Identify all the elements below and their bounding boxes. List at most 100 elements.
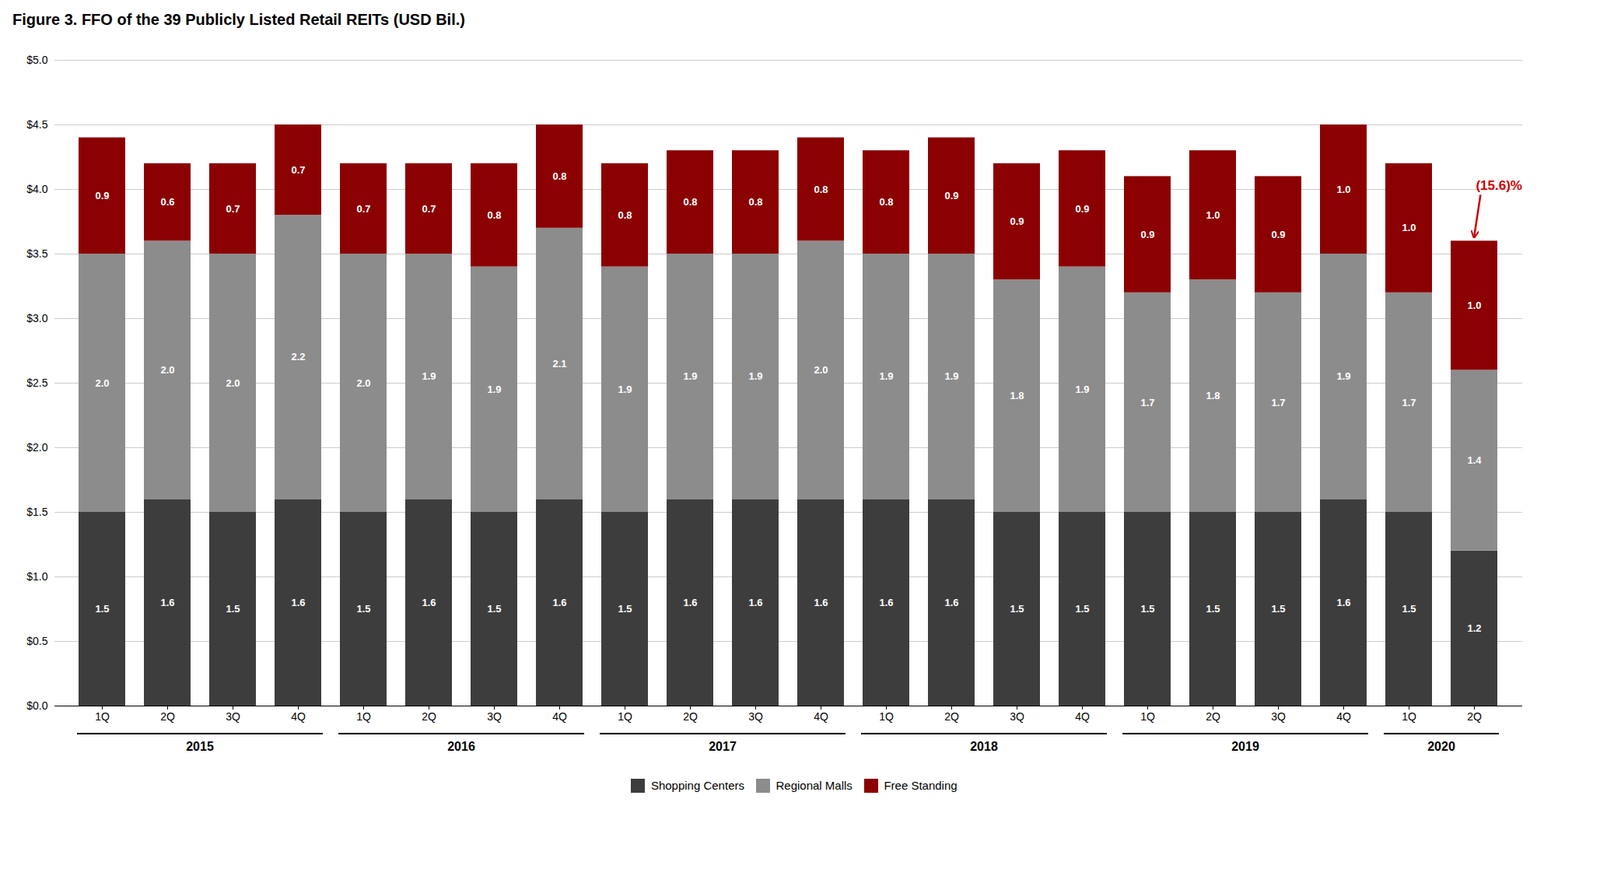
svg-text:1.6: 1.6 bbox=[160, 596, 175, 609]
svg-text:1.5: 1.5 bbox=[486, 602, 501, 615]
svg-text:0.7: 0.7 bbox=[356, 203, 371, 215]
svg-text:1.0: 1.0 bbox=[1401, 221, 1416, 234]
svg-text:1.5: 1.5 bbox=[94, 602, 109, 615]
svg-text:2.0: 2.0 bbox=[225, 377, 240, 389]
svg-text:0.9: 0.9 bbox=[1009, 215, 1024, 228]
svg-text:1Q: 1Q bbox=[94, 710, 110, 723]
svg-text:1.9: 1.9 bbox=[748, 370, 763, 382]
svg-text:$3.0: $3.0 bbox=[26, 311, 48, 325]
svg-text:$4.5: $4.5 bbox=[26, 118, 48, 131]
svg-text:0.8: 0.8 bbox=[682, 196, 697, 208]
svg-text:1.6: 1.6 bbox=[878, 596, 893, 609]
svg-text:1.6: 1.6 bbox=[421, 596, 436, 609]
svg-text:1.6: 1.6 bbox=[552, 596, 567, 609]
svg-text:$2.5: $2.5 bbox=[26, 376, 48, 389]
svg-text:0.8: 0.8 bbox=[748, 196, 763, 208]
svg-text:0.8: 0.8 bbox=[552, 170, 567, 183]
svg-text:1.4: 1.4 bbox=[1466, 454, 1482, 466]
svg-text:1.5: 1.5 bbox=[1074, 602, 1089, 615]
svg-text:1.0: 1.0 bbox=[1466, 299, 1481, 312]
svg-text:1.7: 1.7 bbox=[1140, 396, 1155, 409]
svg-text:1.9: 1.9 bbox=[682, 370, 697, 382]
svg-text:1Q: 1Q bbox=[617, 710, 633, 723]
svg-text:$0.5: $0.5 bbox=[26, 634, 48, 648]
svg-text:1.9: 1.9 bbox=[1074, 383, 1089, 396]
svg-text:4Q: 4Q bbox=[1074, 710, 1090, 723]
svg-text:1.9: 1.9 bbox=[486, 383, 501, 396]
svg-text:3Q: 3Q bbox=[748, 710, 764, 723]
svg-text:2.0: 2.0 bbox=[356, 377, 371, 389]
svg-text:0.9: 0.9 bbox=[94, 189, 109, 202]
svg-text:0.8: 0.8 bbox=[617, 209, 632, 221]
svg-text:1Q: 1Q bbox=[1401, 710, 1417, 723]
svg-text:4Q: 4Q bbox=[290, 710, 306, 723]
svg-text:2Q: 2Q bbox=[1205, 710, 1221, 723]
svg-text:$1.5: $1.5 bbox=[26, 505, 48, 519]
svg-text:2.0: 2.0 bbox=[813, 364, 828, 376]
svg-text:1.9: 1.9 bbox=[878, 370, 893, 382]
svg-text:2.0: 2.0 bbox=[160, 364, 175, 376]
svg-text:1.5: 1.5 bbox=[1270, 602, 1285, 615]
svg-text:2Q: 2Q bbox=[160, 710, 176, 723]
svg-text:1.5: 1.5 bbox=[1205, 602, 1220, 615]
svg-text:0.8: 0.8 bbox=[486, 209, 501, 221]
svg-text:1.0: 1.0 bbox=[1336, 183, 1351, 196]
svg-text:4Q: 4Q bbox=[552, 710, 568, 723]
svg-text:1.6: 1.6 bbox=[682, 596, 697, 609]
svg-text:0.9: 0.9 bbox=[1140, 228, 1155, 241]
svg-text:0.7: 0.7 bbox=[290, 164, 305, 176]
svg-text:2Q: 2Q bbox=[1466, 710, 1482, 723]
svg-text:0.9: 0.9 bbox=[1074, 203, 1089, 215]
svg-text:2015: 2015 bbox=[185, 739, 214, 753]
svg-text:$0.0: $0.0 bbox=[26, 699, 48, 712]
svg-text:1.9: 1.9 bbox=[944, 370, 959, 382]
svg-text:1.7: 1.7 bbox=[1270, 396, 1285, 409]
svg-text:0.8: 0.8 bbox=[878, 196, 893, 208]
svg-text:1.2: 1.2 bbox=[1466, 622, 1481, 634]
svg-text:1.9: 1.9 bbox=[421, 370, 436, 382]
svg-text:1.6: 1.6 bbox=[944, 596, 959, 609]
svg-text:2.2: 2.2 bbox=[290, 350, 305, 363]
svg-text:1.6: 1.6 bbox=[748, 596, 763, 609]
svg-text:1.6: 1.6 bbox=[1336, 596, 1351, 609]
svg-text:1.5: 1.5 bbox=[1009, 602, 1024, 615]
svg-text:0.7: 0.7 bbox=[225, 203, 240, 215]
svg-text:2Q: 2Q bbox=[944, 710, 960, 723]
svg-text:$2.0: $2.0 bbox=[26, 441, 48, 454]
svg-text:1.6: 1.6 bbox=[813, 596, 828, 609]
svg-text:1Q: 1Q bbox=[878, 710, 894, 723]
svg-text:1.8: 1.8 bbox=[1205, 389, 1220, 402]
svg-text:1.8: 1.8 bbox=[1009, 389, 1024, 402]
svg-text:1.5: 1.5 bbox=[225, 602, 240, 615]
svg-text:2020: 2020 bbox=[1427, 739, 1456, 753]
svg-text:4Q: 4Q bbox=[813, 710, 829, 723]
svg-text:2.1: 2.1 bbox=[552, 357, 567, 370]
svg-text:2Q: 2Q bbox=[421, 710, 437, 723]
svg-text:2017: 2017 bbox=[708, 739, 737, 753]
svg-text:4Q: 4Q bbox=[1336, 710, 1352, 723]
svg-text:2Q: 2Q bbox=[682, 710, 698, 723]
svg-text:1.7: 1.7 bbox=[1401, 396, 1416, 409]
svg-text:2.0: 2.0 bbox=[94, 377, 109, 389]
svg-text:2016: 2016 bbox=[447, 739, 476, 753]
svg-text:1.5: 1.5 bbox=[617, 602, 632, 615]
svg-text:0.7: 0.7 bbox=[421, 203, 436, 215]
svg-text:1.9: 1.9 bbox=[1336, 370, 1351, 382]
svg-text:1Q: 1Q bbox=[356, 710, 372, 723]
svg-text:0.8: 0.8 bbox=[813, 183, 828, 196]
svg-text:3Q: 3Q bbox=[225, 710, 241, 723]
svg-text:1.5: 1.5 bbox=[1401, 602, 1416, 615]
svg-text:1.5: 1.5 bbox=[356, 602, 371, 615]
svg-text:1.6: 1.6 bbox=[290, 596, 305, 609]
svg-text:3Q: 3Q bbox=[486, 710, 502, 723]
svg-text:0.6: 0.6 bbox=[160, 196, 175, 208]
svg-text:(15.6)%: (15.6)% bbox=[1475, 178, 1523, 193]
svg-text:$4.0: $4.0 bbox=[26, 182, 48, 196]
svg-text:1.5: 1.5 bbox=[1140, 602, 1155, 615]
svg-text:1.0: 1.0 bbox=[1205, 209, 1220, 221]
svg-text:2018: 2018 bbox=[969, 739, 998, 753]
svg-text:$5.0: $5.0 bbox=[26, 53, 48, 67]
svg-text:$1.0: $1.0 bbox=[26, 570, 48, 583]
svg-text:1Q: 1Q bbox=[1140, 710, 1156, 723]
svg-text:2019: 2019 bbox=[1231, 739, 1260, 753]
